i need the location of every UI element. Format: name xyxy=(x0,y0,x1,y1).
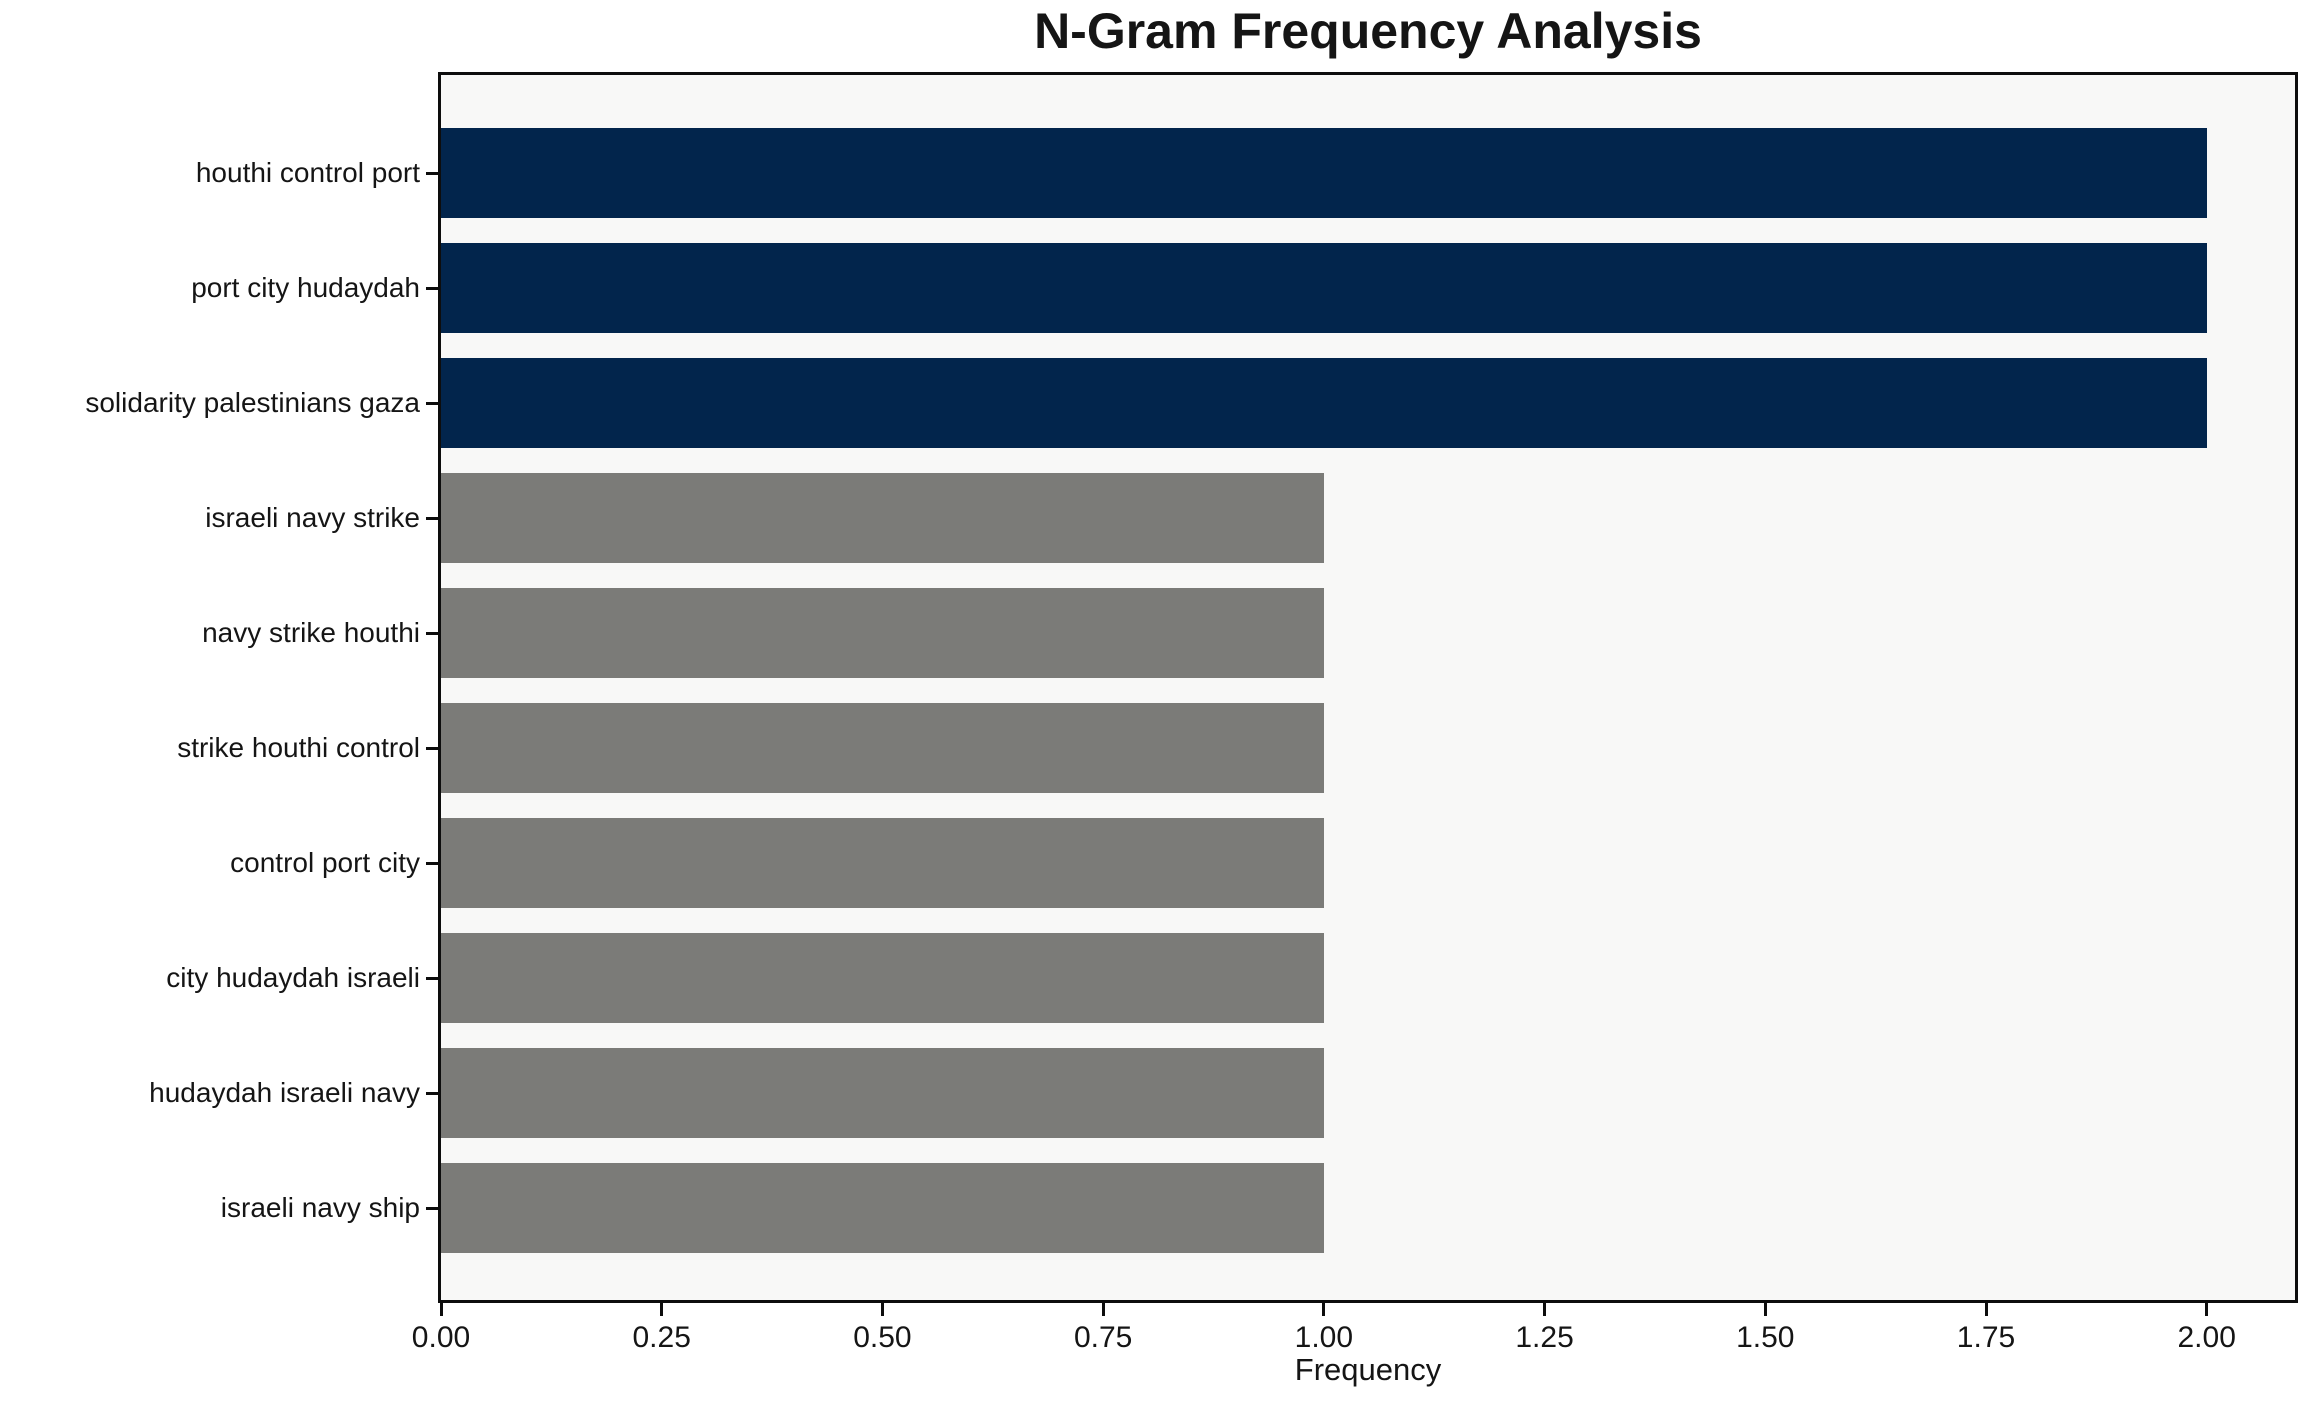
y-tick-mark xyxy=(426,1206,438,1210)
y-tick-mark xyxy=(426,516,438,520)
plot-area xyxy=(438,72,2298,1303)
x-tick-label: 0.25 xyxy=(632,1321,691,1354)
x-tick-mark xyxy=(1984,1303,1988,1316)
bar-city-hudaydah-israeli xyxy=(441,933,1324,1023)
y-tick-mark xyxy=(426,631,438,635)
y-tick-mark xyxy=(426,401,438,405)
chart-title: N-Gram Frequency Analysis xyxy=(1034,3,1702,59)
x-tick-mark xyxy=(439,1303,443,1316)
bar-israeli-navy-strike xyxy=(441,473,1324,563)
y-tick-label: israeli navy strike xyxy=(205,502,420,533)
x-axis-label: Frequency xyxy=(1294,1352,1442,1387)
y-tick-label: control port city xyxy=(230,847,420,878)
x-tick-mark xyxy=(880,1303,884,1316)
x-tick-label: 2.00 xyxy=(2177,1321,2236,1354)
x-tick-label: 0.50 xyxy=(853,1321,912,1354)
x-tick-mark xyxy=(1322,1303,1326,1316)
y-tick-mark xyxy=(426,976,438,980)
bar-navy-strike-houthi xyxy=(441,588,1324,678)
x-tick-mark xyxy=(1101,1303,1105,1316)
y-tick-label: navy strike houthi xyxy=(202,617,420,648)
bar-port-city-hudaydah xyxy=(441,243,2207,333)
x-tick-mark xyxy=(1543,1303,1547,1316)
bar-israeli-navy-ship xyxy=(441,1163,1324,1253)
x-tick-label: 1.50 xyxy=(1736,1321,1795,1354)
y-tick-label: city hudaydah israeli xyxy=(166,962,420,993)
y-tick-label: port city hudaydah xyxy=(191,272,420,303)
x-tick-label: 0.75 xyxy=(1073,1321,1133,1354)
x-tick-label: 1.75 xyxy=(1956,1321,2016,1354)
y-tick-label: solidarity palestinians gaza xyxy=(85,387,420,418)
y-tick-label: houthi control port xyxy=(195,157,420,188)
y-tick-mark xyxy=(426,746,438,750)
bar-houthi-control-port xyxy=(441,128,2207,218)
y-tick-mark xyxy=(426,1091,438,1095)
y-tick-mark xyxy=(426,171,438,175)
bar-strike-houthi-control xyxy=(441,703,1324,793)
y-tick-label: israeli navy ship xyxy=(220,1192,420,1223)
y-tick-mark xyxy=(426,286,438,290)
bar-solidarity-palestinians-gaza xyxy=(441,358,2207,448)
x-tick-label: 1.00 xyxy=(1294,1321,1354,1354)
x-tick-mark xyxy=(2205,1303,2209,1316)
x-tick-label: 0.00 xyxy=(411,1321,471,1354)
bar-hudaydah-israeli-navy xyxy=(441,1048,1324,1138)
x-tick-mark xyxy=(1763,1303,1767,1316)
x-tick-label: 1.25 xyxy=(1515,1321,1574,1354)
x-tick-mark xyxy=(660,1303,664,1316)
y-tick-mark xyxy=(426,861,438,865)
bar-control-port-city xyxy=(441,818,1324,908)
y-tick-label: hudaydah israeli navy xyxy=(149,1077,420,1108)
y-tick-label: strike houthi control xyxy=(177,732,420,763)
